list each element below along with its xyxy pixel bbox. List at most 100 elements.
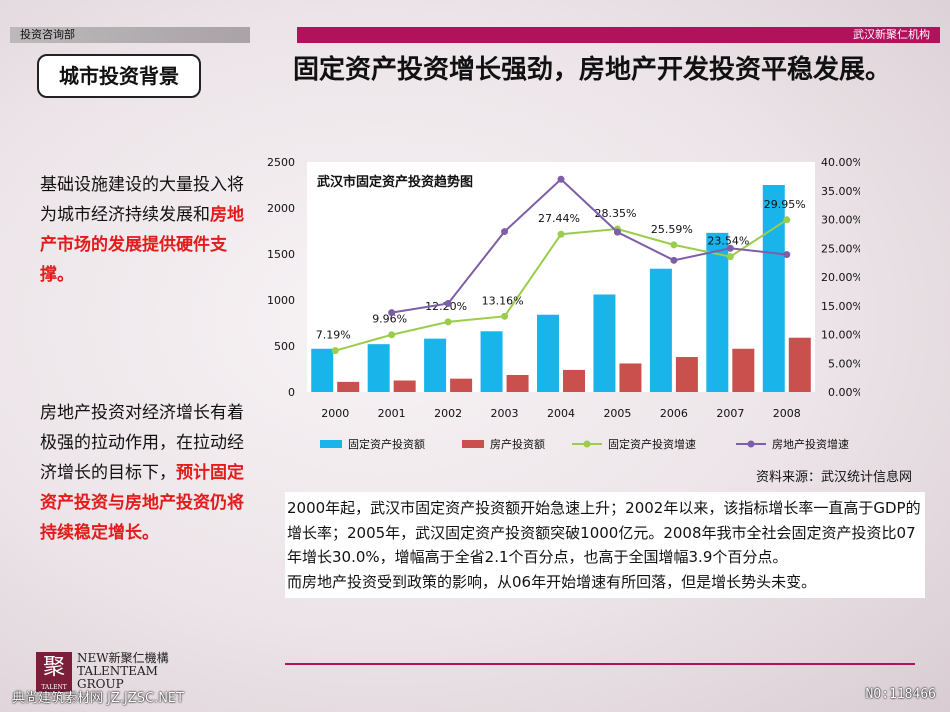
side-note-1-text: 基础设施建设的大量投入将为城市经济持续发展和 bbox=[40, 175, 244, 225]
description-paragraph-1: 2000年起，武汉市固定资产投资额开始急速上升；2002年以来，该指标增长率一直… bbox=[287, 499, 921, 566]
point-fixed-growth bbox=[726, 253, 734, 261]
legend-marker bbox=[583, 440, 591, 448]
investment-trend-chart: 0 500 1000 1500 2000 2500 0.00% 5.00% 10.00% 15.0… bbox=[262, 152, 860, 470]
x-tick-label: 2001 bbox=[378, 407, 406, 420]
y-left-tick-label: 1500 bbox=[267, 248, 295, 261]
y-left-tick-label: 1000 bbox=[267, 294, 295, 307]
y-right-tick-label: 10.00% bbox=[821, 329, 860, 342]
data-label-fixed-growth: 29.95% bbox=[764, 198, 806, 211]
company-logo: 聚 TALENT NEW新聚仁機構 TALENTEAM GROUP bbox=[36, 652, 236, 694]
point-realestate-growth bbox=[388, 309, 396, 317]
x-tick-label: 2002 bbox=[434, 407, 462, 420]
legend-marker bbox=[747, 440, 755, 448]
x-tick-label: 2006 bbox=[660, 407, 688, 420]
y-right-tick-label: 30.00% bbox=[821, 214, 860, 227]
y-right-tick-label: 0.00% bbox=[828, 386, 860, 399]
department-label: 投资咨询部 bbox=[10, 27, 250, 43]
point-realestate-growth bbox=[613, 228, 621, 236]
side-note-infrastructure: 基础设施建设的大量投入将为城市经济持续发展和房地产市场的发展提供硬件支撑。 bbox=[40, 170, 258, 290]
logo-line-2: TALENTEAM bbox=[77, 664, 158, 678]
bar-realestate-investment bbox=[619, 363, 642, 392]
x-tick-label: 2005 bbox=[603, 407, 631, 420]
company-label: 武汉新聚仁机构 bbox=[297, 27, 940, 43]
bar-realestate-investment bbox=[675, 357, 698, 392]
legend-label: 固定资产投资增速 bbox=[608, 437, 696, 451]
y-left-tick-label: 0 bbox=[288, 386, 295, 399]
page-title: 固定资产投资增长强劲，房地产开发投资平稳发展。 bbox=[293, 55, 892, 85]
side-note-1-highlight: 房地产市场的发展提供硬件支撑。 bbox=[40, 205, 244, 285]
description-box: 2000年起，武汉市固定资产投资额开始急速上升；2002年以来，该指标增长率一直… bbox=[285, 492, 925, 598]
point-fixed-growth bbox=[388, 331, 396, 339]
bar-realestate-investment bbox=[450, 378, 473, 392]
bar-fixed-investment bbox=[424, 338, 447, 392]
legend-label: 固定资产投资额 bbox=[348, 437, 425, 451]
bar-fixed-investment bbox=[649, 268, 672, 392]
x-tick-label: 2008 bbox=[773, 407, 801, 420]
footer-rule bbox=[285, 663, 915, 665]
point-realestate-growth bbox=[557, 175, 565, 183]
data-label-fixed-growth: 13.16% bbox=[482, 294, 524, 307]
chart-svg: 0 500 1000 1500 2000 2500 0.00% 5.00% 10.00% 15.0… bbox=[267, 156, 860, 451]
y-right-tick-label: 40.00% bbox=[821, 156, 860, 169]
side-note-2-text: 房地产投资对经济增长有着极强的拉动作用，在拉动经济增长的目标下， bbox=[40, 403, 244, 483]
y-right-tick-label: 35.00% bbox=[821, 185, 860, 198]
x-tick-label: 2003 bbox=[491, 407, 519, 420]
data-label-fixed-growth: 12.20% bbox=[425, 300, 467, 313]
data-label-fixed-growth: 23.54% bbox=[707, 235, 749, 248]
watermark-site: 典尚建筑素材网 JZ.JZSC.NET bbox=[12, 691, 185, 706]
logo-mark-char: 聚 bbox=[42, 655, 65, 680]
bar-realestate-investment bbox=[788, 337, 811, 392]
legend-label: 房产投资额 bbox=[490, 437, 545, 451]
side-note-growth: 房地产投资对经济增长有着极强的拉动作用，在拉动经济增长的目标下，预计固定资产投资… bbox=[40, 398, 258, 548]
line-realestate-growth bbox=[391, 177, 787, 314]
point-fixed-growth bbox=[557, 230, 565, 238]
bar-realestate-investment bbox=[337, 381, 360, 392]
y-right-tick-label: 25.00% bbox=[821, 242, 860, 255]
x-tick-label: 2004 bbox=[547, 407, 575, 420]
bar-realestate-investment bbox=[506, 374, 529, 392]
point-realestate-growth bbox=[726, 244, 734, 252]
point-fixed-growth bbox=[501, 312, 509, 320]
data-label-fixed-growth: 7.19% bbox=[316, 329, 351, 342]
point-fixed-growth bbox=[444, 318, 452, 326]
description-paragraph-2: 而房地产投资受到政策的影响，从06年开始增速有所回落，但是增长势头未变。 bbox=[287, 572, 817, 591]
point-fixed-growth bbox=[783, 216, 791, 224]
bar-realestate-investment bbox=[732, 348, 755, 392]
plot-area bbox=[307, 162, 815, 392]
bar-fixed-investment bbox=[367, 344, 390, 392]
watermark-id: NO:118466 bbox=[865, 687, 936, 702]
y-right-tick-label: 20.00% bbox=[821, 271, 860, 284]
point-fixed-growth bbox=[331, 347, 339, 355]
y-left-tick-label: 2000 bbox=[267, 202, 295, 215]
bar-fixed-investment bbox=[706, 232, 729, 392]
point-realestate-growth bbox=[444, 299, 452, 307]
data-label-fixed-growth: 27.44% bbox=[538, 212, 580, 225]
data-label-fixed-growth: 25.59% bbox=[651, 223, 693, 236]
point-fixed-growth bbox=[670, 241, 678, 249]
y-right-tick-label: 5.00% bbox=[828, 357, 860, 370]
point-realestate-growth bbox=[501, 228, 509, 236]
x-tick-label: 2007 bbox=[716, 407, 744, 420]
data-label-fixed-growth: 28.35% bbox=[594, 207, 636, 220]
bar-fixed-investment bbox=[593, 294, 616, 392]
y-right-tick-label: 15.00% bbox=[821, 300, 860, 313]
bar-realestate-investment bbox=[393, 380, 416, 392]
logo-mark: 聚 TALENT bbox=[36, 652, 72, 692]
data-source: 资料来源：武汉统计信息网 bbox=[755, 470, 912, 485]
legend-label: 房地产投资增速 bbox=[772, 437, 849, 451]
bar-fixed-investment bbox=[311, 348, 334, 392]
y-left-tick-label: 2500 bbox=[267, 156, 295, 169]
bar-fixed-investment bbox=[762, 185, 785, 392]
legend-swatch bbox=[320, 440, 342, 448]
logo-mark-sub: TALENT bbox=[41, 684, 67, 691]
bar-fixed-investment bbox=[480, 331, 503, 392]
data-label-fixed-growth: 9.96% bbox=[372, 313, 407, 326]
logo-line-3: GROUP bbox=[77, 677, 124, 691]
y-left-tick-label: 500 bbox=[274, 340, 295, 353]
point-realestate-growth bbox=[783, 251, 791, 259]
logo-line-1: NEW新聚仁機構 bbox=[77, 651, 169, 665]
legend-swatch bbox=[462, 440, 484, 448]
point-realestate-growth bbox=[670, 256, 678, 264]
logo-text: NEW新聚仁機構 TALENTEAM GROUP bbox=[77, 652, 169, 691]
section-tag: 城市投资背景 bbox=[37, 54, 201, 98]
